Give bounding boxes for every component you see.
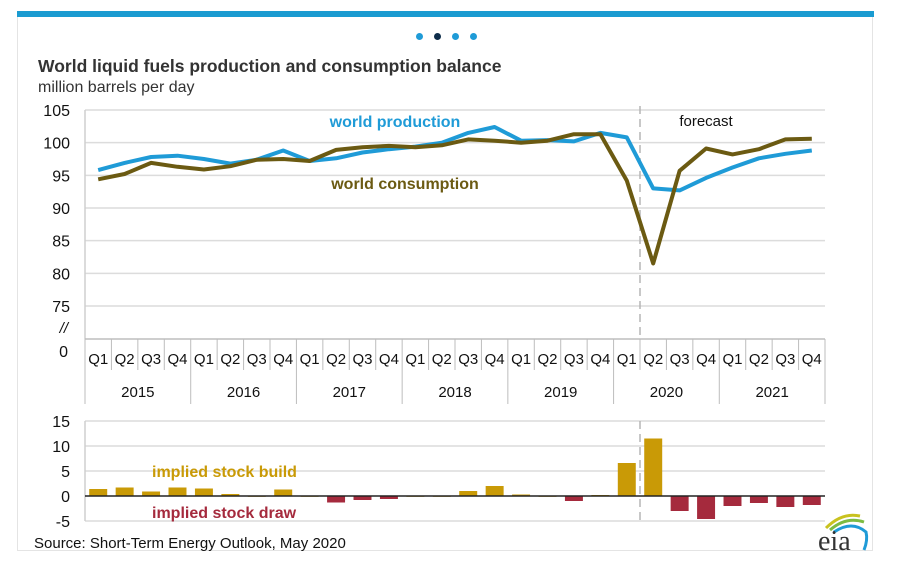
carousel-dots	[416, 33, 477, 40]
year-label: 2015	[121, 384, 154, 401]
quarter-label: Q1	[300, 351, 320, 368]
carousel-dot-3[interactable]	[452, 33, 459, 40]
build-annotation: implied stock build	[152, 464, 297, 481]
quarter-label: Q4	[802, 351, 822, 368]
chart-title: World liquid fuels production and consum…	[38, 56, 502, 76]
y-tick-label: 0	[59, 344, 68, 361]
quarter-label: Q4	[590, 351, 610, 368]
quarter-label: Q3	[141, 351, 161, 368]
y-tick-label: 95	[52, 168, 70, 185]
y-tick-label: 15	[52, 414, 70, 431]
quarter-label: Q4	[696, 351, 716, 368]
eia-logo-icon: eia	[818, 513, 869, 554]
quarter-label: Q4	[485, 351, 505, 368]
year-label: 2020	[650, 384, 683, 401]
stock-draw-bar	[564, 496, 583, 501]
stock-build-bar	[274, 489, 293, 496]
y-tick-label: 85	[52, 234, 70, 251]
stock-draw-bar	[379, 496, 398, 499]
quarter-label: Q2	[220, 351, 240, 368]
quarter-label: Q2	[749, 351, 769, 368]
quarter-label: Q3	[670, 351, 690, 368]
quarter-label: Q1	[88, 351, 108, 368]
stock-draw-bar	[353, 496, 372, 500]
accent-top-bar	[17, 11, 874, 17]
consumption-line	[97, 132, 812, 266]
year-label: 2017	[333, 384, 366, 401]
axis-break-label: //	[59, 320, 70, 337]
stock-build-bar	[617, 463, 636, 496]
y-tick-label: 5	[61, 464, 70, 481]
quarter-label: Q1	[511, 351, 531, 368]
forecast-label: forecast	[679, 113, 733, 130]
stock-build-bar	[459, 491, 478, 496]
quarter-label: Q1	[722, 351, 742, 368]
year-label: 2019	[544, 384, 577, 401]
draw-annotation: implied stock draw	[152, 505, 297, 522]
carousel-dot-2[interactable]	[434, 33, 441, 40]
quarter-label: Q3	[458, 351, 478, 368]
year-label: 2018	[438, 384, 471, 401]
stock-build-bar	[89, 489, 108, 496]
stock-draw-bar	[776, 496, 795, 507]
chart-subtitle: million barrels per day	[38, 79, 195, 96]
y-tick-label: 90	[52, 201, 70, 218]
quarter-label: Q2	[326, 351, 346, 368]
quarter-label: Q2	[643, 351, 663, 368]
production-legend-label: world production	[329, 114, 461, 131]
y-tick-label: 100	[43, 136, 70, 153]
carousel-dot-4[interactable]	[470, 33, 477, 40]
logo-text: eia	[818, 526, 851, 554]
quarter-label: Q1	[194, 351, 214, 368]
production-line	[97, 125, 813, 193]
stock-draw-bar	[802, 496, 821, 505]
stock-draw-bar	[749, 496, 768, 503]
year-label: 2016	[227, 384, 260, 401]
source-note: Source: Short-Term Energy Outlook, May 2…	[34, 535, 346, 552]
y-tick-label: 105	[43, 103, 70, 120]
consumption-legend-label: world consumption	[330, 176, 479, 193]
y-tick-label: 80	[52, 266, 70, 283]
quarter-label: Q4	[167, 351, 187, 368]
stock-draw-bar	[327, 496, 346, 503]
quarter-label: Q4	[273, 351, 293, 368]
quarter-label: Q1	[617, 351, 637, 368]
quarter-label: Q3	[247, 351, 267, 368]
stock-build-bar	[221, 494, 240, 496]
stock-build-bar	[168, 487, 187, 496]
chart-card	[17, 17, 873, 551]
quarter-label: Q4	[379, 351, 399, 368]
stock-build-bar	[194, 488, 213, 496]
stock-build-bar	[644, 438, 663, 496]
stock-build-bar	[115, 487, 134, 496]
quarter-label: Q2	[537, 351, 557, 368]
y-tick-label: 10	[52, 439, 70, 456]
quarter-label: Q3	[564, 351, 584, 368]
y-tick-label: 75	[52, 299, 70, 316]
year-label: 2021	[755, 384, 788, 401]
quarter-label: Q2	[115, 351, 135, 368]
quarter-label: Q2	[432, 351, 452, 368]
stock-draw-bar	[723, 496, 742, 506]
stock-draw-bar	[670, 496, 689, 511]
y-tick-label: -5	[56, 514, 70, 531]
y-tick-label: 0	[61, 489, 70, 506]
stock-draw-bar	[697, 496, 716, 519]
quarter-label: Q1	[405, 351, 425, 368]
quarter-label: Q3	[352, 351, 372, 368]
stock-build-bar	[485, 486, 504, 496]
stock-build-bar	[142, 491, 161, 496]
quarter-label: Q3	[775, 351, 795, 368]
carousel-dot-1[interactable]	[416, 33, 423, 40]
